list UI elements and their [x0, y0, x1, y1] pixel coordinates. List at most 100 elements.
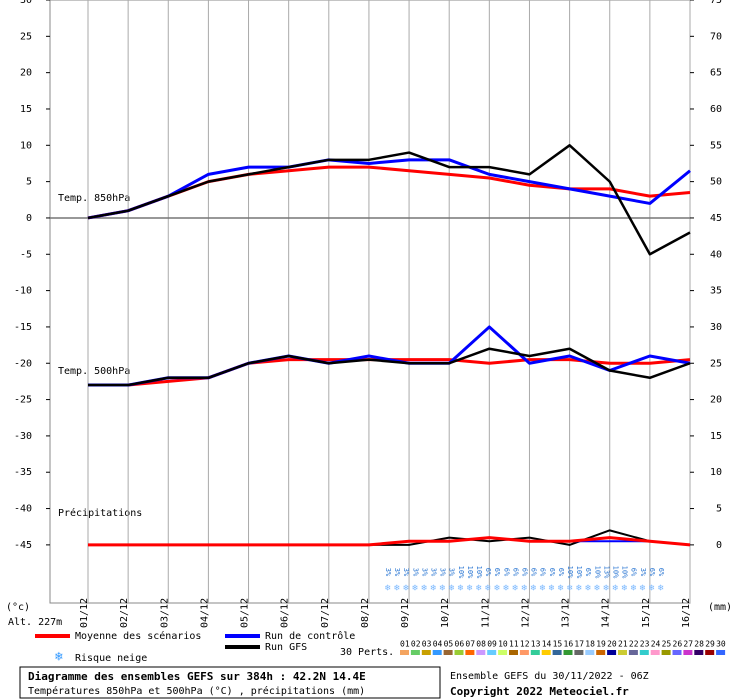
series-line: [87, 158, 691, 220]
y-tick-label: 30: [20, 0, 32, 6]
perturbation-label: 06: [455, 640, 465, 649]
perturbation-swatch: [476, 650, 486, 655]
snow-risk-label: 3%: [411, 568, 419, 577]
snow-risk-label: 6%: [630, 568, 638, 577]
plot-area: [49, 0, 691, 604]
snow-risk-label: 13%: [602, 566, 610, 579]
y-tick-label: -30: [14, 431, 32, 442]
x-tick-label: 12/12: [520, 598, 531, 628]
snow-risk-label: 3%: [384, 568, 392, 577]
y2-tick-label: 45: [710, 213, 722, 224]
perturbation-swatch: [410, 650, 420, 655]
perturbation-label: 15: [553, 640, 563, 649]
perturbation-swatch: [541, 650, 551, 655]
perturbation-label: 28: [694, 640, 704, 649]
snow-icon: ❄: [603, 584, 609, 594]
y-tick-label: -35: [14, 467, 32, 478]
x-tick-label: 13/12: [561, 598, 572, 628]
y2-tick-label: 50: [710, 177, 722, 188]
snow-icon: ❄: [640, 584, 646, 594]
x-tick-label: 11/12: [480, 598, 491, 628]
snow-risk-label: 6%: [493, 568, 501, 577]
snow-risk-label: 10%: [593, 566, 601, 579]
snow-risk-label: 6%: [484, 568, 492, 577]
y2-tick-label: 60: [710, 104, 722, 115]
perturbation-swatch: [465, 650, 475, 655]
snow-risk-label: 10%: [612, 566, 620, 579]
x-tick-label: 07/12: [320, 598, 331, 628]
y-tick-label: 20: [20, 68, 32, 79]
y-tick-label: 15: [20, 104, 32, 115]
perturbation-label: 03: [422, 640, 432, 649]
perturbation-swatch: [552, 650, 562, 655]
snow-icon: ❄: [585, 584, 591, 594]
snow-risk-label: 6%: [648, 568, 656, 577]
perturbation-swatch: [585, 650, 595, 655]
y2-tick-label: 75: [710, 0, 722, 6]
snow-icon: ❄: [431, 584, 437, 594]
snow-risk-label: 6%: [521, 568, 529, 577]
footer-subtitle: Températures 850hPa et 500hPa (°C) , pré…: [28, 685, 365, 697]
x-tick-label: 15/12: [641, 598, 652, 628]
snow-risk-label: 6%: [511, 568, 519, 577]
perturbation-label: 04: [433, 640, 443, 649]
series-line: [87, 144, 691, 256]
snow-icon: ❄: [494, 584, 500, 594]
run-info: Ensemble GEFS du 30/11/2022 - 06Z: [450, 671, 649, 682]
snow-icon: ❄: [421, 584, 427, 594]
perturbation-label: 23: [640, 640, 650, 649]
perturbation-label: 22: [629, 640, 639, 649]
y2-tick-label: 55: [710, 140, 722, 151]
snow-risk-label: 3%: [402, 568, 410, 577]
y2-tick-label: 65: [710, 68, 722, 79]
perturbation-label: 30: [716, 640, 726, 649]
perturbation-label: 21: [618, 640, 628, 649]
perturbation-label: 11: [509, 640, 519, 649]
perturbation-label: 07: [465, 640, 475, 649]
perturbation-swatch: [454, 650, 464, 655]
perturbation-label: 18: [585, 640, 595, 649]
x-tick-label: 10/12: [440, 598, 451, 628]
perturbation-label: 24: [651, 640, 661, 649]
snow-risk-label: 10%: [575, 566, 583, 579]
legend-label: Run de contrôle: [265, 630, 355, 642]
y-tick-label: 10: [20, 140, 32, 151]
x-tick-label: 01/12: [79, 598, 90, 628]
perturbation-label: 02: [411, 640, 421, 649]
x-tick-label: 02/12: [119, 598, 130, 628]
snow-risk-label: 10%: [457, 566, 465, 579]
y-unit: (°c): [6, 602, 30, 613]
perturbations-title: 30 Perts.: [340, 647, 394, 658]
perturbation-swatch: [628, 650, 638, 655]
snow-icon: ❄: [440, 584, 446, 594]
y-tick-label: 5: [26, 177, 32, 188]
y2-tick-label: 15: [710, 431, 722, 442]
perturbation-swatch: [421, 650, 431, 655]
perturbation-swatch: [672, 650, 682, 655]
y2-tick-label: 20: [710, 395, 722, 406]
series-line: [88, 536, 691, 547]
snow-risk-label: 3%: [639, 568, 647, 577]
x-tick-label: 06/12: [280, 598, 291, 628]
snow-icon: ❄: [531, 584, 537, 594]
altitude: Alt. 227m: [8, 617, 62, 628]
snow-risk-label: 3%: [420, 568, 428, 577]
y2-tick-label: 0: [716, 540, 722, 551]
perturbation-label: 17: [574, 640, 584, 649]
snow-risk-label: 3%: [439, 568, 447, 577]
snow-risk-label: 6%: [557, 568, 565, 577]
perturbation-label: 19: [596, 640, 606, 649]
snow-icon: ❄: [403, 584, 409, 594]
snow-risk-label: 3%: [448, 568, 456, 577]
y2-tick-label: 70: [710, 31, 722, 42]
snow-risk-label: 6%: [548, 568, 556, 577]
perturbation-swatch: [563, 650, 573, 655]
x-tick-label: 16/12: [681, 598, 692, 628]
x-tick-label: 04/12: [199, 598, 210, 628]
snow-icon: ❄: [449, 584, 455, 594]
perturbation-swatch: [650, 650, 660, 655]
footer-box: [19, 666, 441, 699]
snow-risk-label: 6%: [530, 568, 538, 577]
perturbation-swatch: [618, 650, 627, 655]
